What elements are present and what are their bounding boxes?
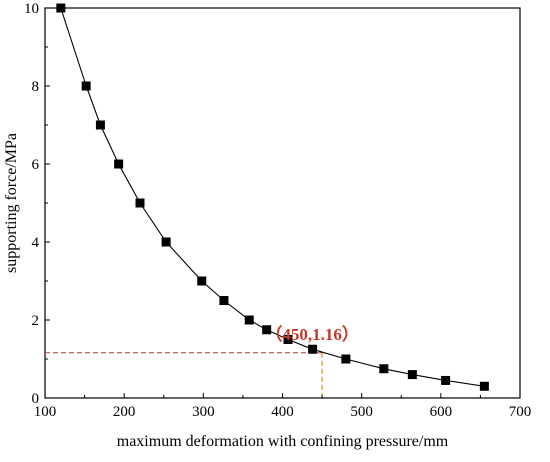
y-tick-label: 10 <box>24 1 39 17</box>
data-point <box>441 375 451 385</box>
x-tick-label: 100 <box>34 404 57 420</box>
x-axis-title: maximum deformation with confining press… <box>117 433 449 450</box>
y-axis-title: supporting force/MPa <box>3 133 20 273</box>
data-point <box>56 3 66 13</box>
data-point <box>244 315 254 325</box>
data-point <box>81 81 91 91</box>
data-point <box>197 276 207 286</box>
y-tick-label: 4 <box>32 235 40 251</box>
data-point <box>341 354 351 364</box>
annotation-guides <box>45 352 323 398</box>
data-point <box>407 370 417 380</box>
data-point <box>308 344 318 354</box>
x-tick-label: 300 <box>192 404 215 420</box>
annotation-label: （450,1.16） <box>265 324 359 344</box>
series-markers <box>56 3 489 391</box>
data-point <box>283 335 293 344</box>
x-tick-label: 200 <box>113 404 136 420</box>
data-point <box>95 120 105 130</box>
data-point <box>262 325 272 335</box>
data-point <box>379 364 389 374</box>
data-point <box>114 159 124 169</box>
y-tick-label: 0 <box>32 391 40 407</box>
x-tick-label: 400 <box>271 404 294 420</box>
y-tick-label: 6 <box>32 157 40 173</box>
y-tick-label: 2 <box>32 313 40 329</box>
data-point <box>219 296 229 305</box>
y-tick-label: 8 <box>32 79 40 95</box>
x-tick-label: 500 <box>350 404 373 420</box>
x-tick-label: 600 <box>430 404 453 420</box>
data-point <box>161 237 171 247</box>
axis-ticks: 100 200 300 400 500 600 700 0 2 4 6 8 10 <box>24 1 531 420</box>
data-point <box>479 381 489 391</box>
data-point <box>135 198 145 208</box>
x-tick-label: 700 <box>509 404 532 420</box>
